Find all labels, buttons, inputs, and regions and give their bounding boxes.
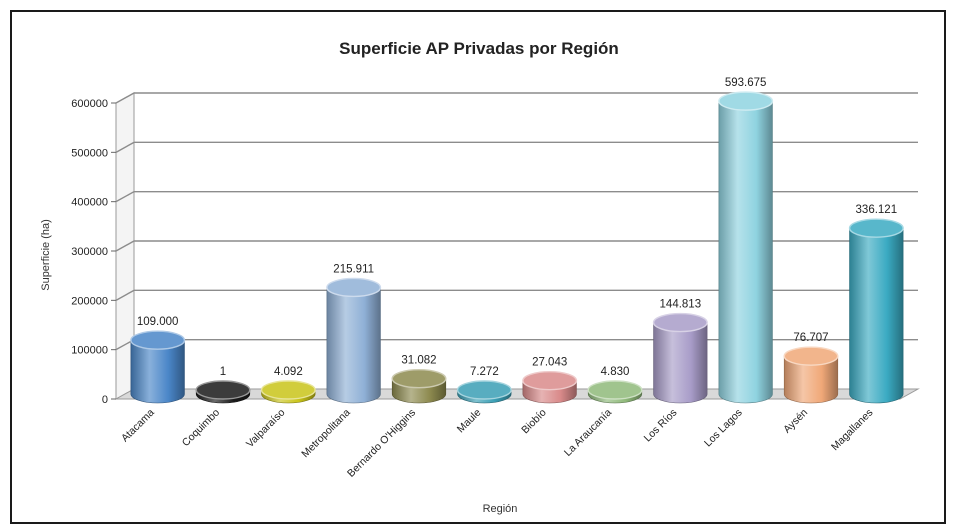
bar [652,312,708,404]
y-axis-ticks: 0 100000 200000 300000 400000 500000 600000 [71,98,116,406]
data-label: 593.675 [725,77,767,89]
gridline [115,289,918,301]
x-tick-label: Bernardo O'Higgins [345,407,418,480]
bar [326,277,382,404]
x-tick-label: Valparaíso [244,407,288,451]
x-tick-label: Magallanes [829,407,875,453]
y-tick-label: 300000 [71,246,108,258]
y-tick-label: 100000 [71,345,108,357]
data-label: 109.000 [137,316,179,328]
x-tick-label: Atacama [119,407,157,445]
bar [130,330,186,404]
chart-frame [10,10,946,524]
gridline [115,190,918,203]
bar [587,380,643,404]
x-tick-label: Coquimbo [180,407,222,449]
data-label: 144.813 [660,299,702,311]
data-label: 7.272 [470,366,499,378]
x-tick-label: Maule [455,407,484,436]
data-label: 4.830 [601,366,630,378]
x-tick-label: Aysén [781,407,810,436]
y-axis-label: Superficie (ha) [40,219,52,291]
bar [195,380,251,404]
y-tick-label: 500000 [71,147,108,159]
bar [522,370,578,404]
data-label: 1 [220,366,226,378]
gridline [115,141,918,153]
x-axis-label: Región [483,503,518,515]
data-labels: 109.000 1 4.092 215.911 31.082 7.272 27.043 4.8… [137,77,897,378]
data-label: 27.043 [532,357,567,369]
x-tick-label: Los Ríos [642,407,680,445]
gridline [115,240,918,252]
bar [391,368,447,404]
bar [260,380,316,404]
gridline [115,92,918,104]
x-axis-ticks: Atacama Coquimbo Valparaíso MetropolitanaBe… [119,407,875,480]
bars [130,91,904,404]
floor [114,388,920,400]
data-label: 31.082 [401,355,436,367]
x-tick-label: La Araucanía [562,407,614,459]
bar [456,380,512,404]
bar [848,218,904,404]
y-tick-label: 400000 [71,197,108,209]
data-label: 76.707 [793,332,828,344]
data-label: 215.911 [333,263,374,275]
bar [718,91,774,404]
bar [783,346,839,404]
y-tick-label: 200000 [71,295,108,307]
y-tick-label: 0 [102,394,108,406]
chart-title: Superficie AP Privadas por Región [339,39,619,58]
x-tick-label: Metropolitana [299,407,353,461]
data-label: 336.121 [856,204,898,216]
data-label: 4.092 [274,366,303,378]
y-tick-label: 600000 [71,98,108,110]
x-tick-label: Biobío [519,407,549,437]
x-tick-label: Los Lagos [702,407,745,450]
